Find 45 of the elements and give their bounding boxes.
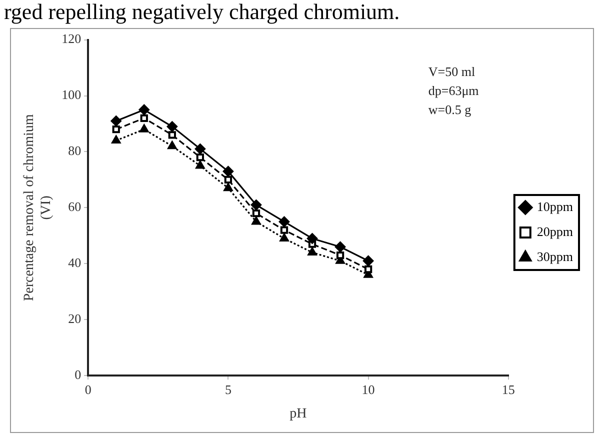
y-tick-label: 100 xyxy=(62,87,82,102)
point xyxy=(306,232,318,244)
point xyxy=(280,226,288,234)
legend-label: 30ppm xyxy=(536,248,574,264)
legend-label: 10ppm xyxy=(536,198,574,214)
x-tick-label: 10 xyxy=(362,382,375,397)
point xyxy=(362,255,374,266)
point xyxy=(111,135,121,144)
x-tick-label: 5 xyxy=(224,382,232,397)
point xyxy=(194,143,206,154)
text: rged repelling negatively charged chromium. xyxy=(3,0,401,26)
x-axis-title: pH xyxy=(290,406,307,422)
annotation: V=50 ml dp=63μm w=0.5 g xyxy=(428,62,479,119)
point xyxy=(140,114,148,122)
point xyxy=(252,209,260,218)
point xyxy=(307,246,318,256)
point xyxy=(196,154,204,162)
point xyxy=(278,216,290,228)
x-tick-label: 15 xyxy=(502,382,515,397)
point xyxy=(223,182,234,192)
y-tick-label: 0 xyxy=(74,367,82,382)
y-tick-label: 40 xyxy=(68,255,82,270)
point xyxy=(251,216,262,225)
y-tick-label: 60 xyxy=(68,199,82,214)
point xyxy=(139,124,149,132)
point xyxy=(364,265,372,274)
point xyxy=(168,131,176,139)
point xyxy=(110,115,122,126)
point xyxy=(166,121,178,132)
point xyxy=(279,232,290,242)
point xyxy=(222,166,234,177)
y-tick-label: 80 xyxy=(68,143,82,158)
point xyxy=(112,126,120,134)
legend-label: 20ppm xyxy=(536,224,574,239)
point xyxy=(138,104,150,116)
x-tick-label: 0 xyxy=(84,382,92,397)
y-tick-label: 20 xyxy=(68,311,82,326)
point xyxy=(250,199,262,210)
point xyxy=(195,160,206,169)
point xyxy=(167,140,177,150)
point xyxy=(336,251,344,260)
point xyxy=(334,241,346,252)
point xyxy=(224,176,232,184)
y-tick-label: 120 xyxy=(62,31,82,46)
y-axis-title: Percentage removal of chromium (VI) xyxy=(22,114,54,302)
